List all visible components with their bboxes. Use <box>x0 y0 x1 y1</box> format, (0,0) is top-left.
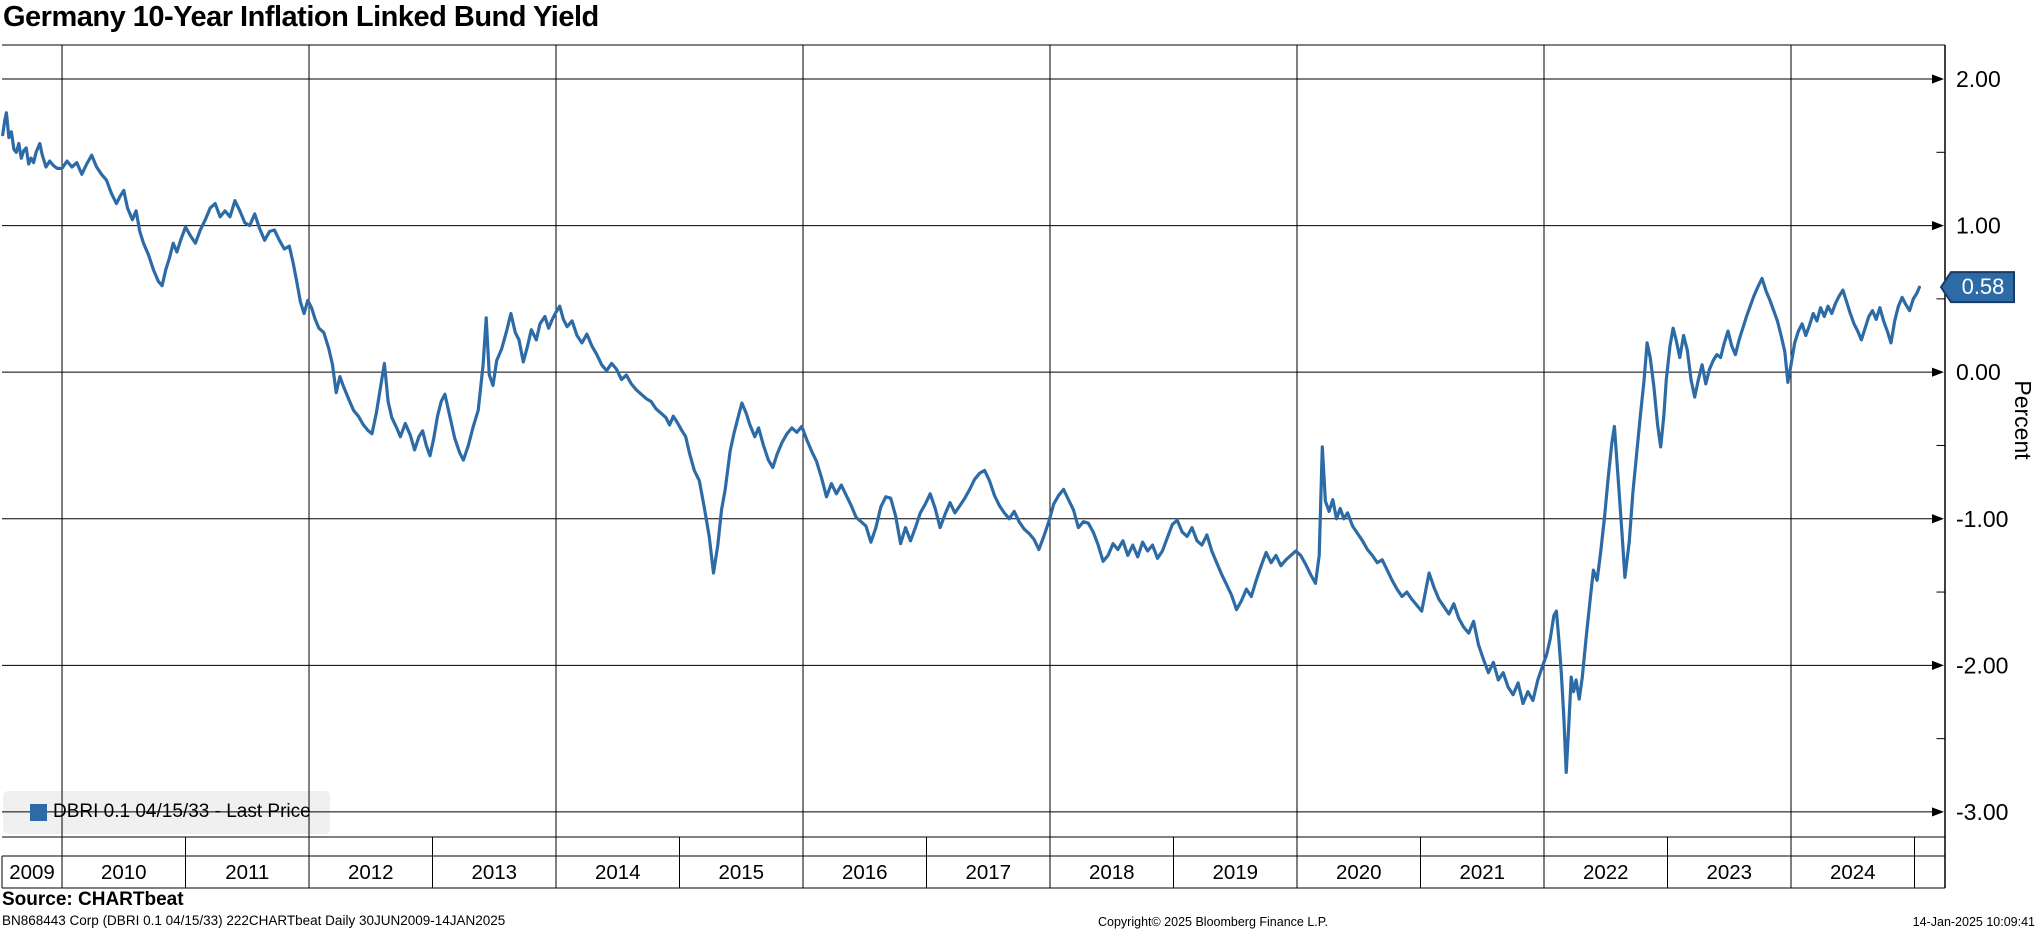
x-tick-label-2015: 2015 <box>718 861 764 884</box>
x-tick-label-2016: 2016 <box>842 861 888 884</box>
x-axis-year-labels: 2009 2010 2011 2012 2013 2014 2015 2016 2017 2018… <box>9 861 1875 884</box>
last-price-badge: 0.58 <box>1939 271 2015 304</box>
x-tick-label-2017: 2017 <box>965 861 1011 884</box>
y-tick-label: -3.00 <box>1956 799 2008 825</box>
x-tick-label-2014: 2014 <box>595 861 641 884</box>
x-tick-label-2018: 2018 <box>1089 861 1135 884</box>
y-tick-label: -2.00 <box>1956 652 2008 678</box>
copyright-notice: Copyright© 2025 Bloomberg Finance L.P. <box>1098 915 1328 929</box>
yield-line-series <box>1 111 1922 775</box>
x-tick-label-2013: 2013 <box>471 861 517 884</box>
x-tick-label-2022: 2022 <box>1583 861 1629 884</box>
x-tick-label-2012: 2012 <box>348 861 394 884</box>
x-tick-label-2010: 2010 <box>101 861 147 884</box>
y-axis-tick-labels: 2.00 1.00 0.00 -1.00 -2.00 -3.00 <box>1956 66 2008 825</box>
chart-title: Germany 10-Year Inflation Linked Bund Yi… <box>3 1 599 33</box>
legend-background <box>3 791 330 834</box>
x-tick-label-2011: 2011 <box>225 861 269 884</box>
terminal-info-line: BN868443 Corp (DBRI 0.1 04/15/33) 222CHA… <box>2 913 506 928</box>
y-axis-title: Percent <box>2010 380 2036 460</box>
x-tick-label-2019: 2019 <box>1212 861 1258 884</box>
axes-frame <box>1 44 1946 889</box>
last-price-value: 0.58 <box>1962 274 2005 299</box>
legend-series-label: DBRI 0.1 04/15/33 - Last Price <box>53 801 311 822</box>
x-tick-label-2009: 2009 <box>9 861 55 884</box>
x-tick-label-2021: 2021 <box>1459 861 1505 884</box>
legend: DBRI 0.1 04/15/33 - Last Price <box>30 801 311 823</box>
render-timestamp: 14-Jan-2025 10:09:41 <box>1912 915 2035 929</box>
gridlines <box>2 45 1933 837</box>
x-tick-label-2020: 2020 <box>1336 861 1382 884</box>
source-label: Source: CHARTbeat <box>2 889 184 910</box>
x-tick-label-2024: 2024 <box>1830 861 1876 884</box>
legend-series-swatch-icon <box>30 803 47 821</box>
y-tick-label: 2.00 <box>1956 66 2001 92</box>
y-tick-label: -1.00 <box>1956 506 2008 532</box>
x-tick-label-2023: 2023 <box>1706 861 1752 884</box>
last-price-badge-shape <box>1939 271 2015 304</box>
y-tick-label: 0.00 <box>1956 359 2001 385</box>
y-tick-label: 1.00 <box>1956 213 2001 239</box>
